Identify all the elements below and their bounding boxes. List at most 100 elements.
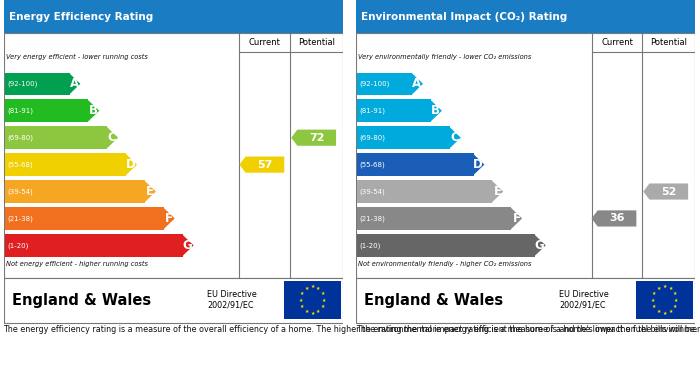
Polygon shape xyxy=(411,73,423,95)
Text: (39-54): (39-54) xyxy=(359,188,385,195)
Text: C: C xyxy=(450,131,459,144)
Polygon shape xyxy=(430,99,442,122)
Text: Energy Efficiency Rating: Energy Efficiency Rating xyxy=(8,12,153,22)
Text: Very energy efficient - lower running costs: Very energy efficient - lower running co… xyxy=(6,54,148,60)
FancyBboxPatch shape xyxy=(4,153,126,176)
FancyBboxPatch shape xyxy=(4,99,88,122)
Polygon shape xyxy=(144,180,156,203)
Text: F: F xyxy=(165,212,173,225)
Text: G: G xyxy=(534,239,544,252)
Polygon shape xyxy=(291,129,336,146)
Polygon shape xyxy=(69,73,81,95)
Text: ★: ★ xyxy=(657,286,661,291)
Text: ★: ★ xyxy=(673,291,677,296)
Text: The energy efficiency rating is a measure of the overall efficiency of a home. T: The energy efficiency rating is a measur… xyxy=(4,325,698,334)
Text: E: E xyxy=(146,185,154,198)
Text: E: E xyxy=(494,185,502,198)
FancyBboxPatch shape xyxy=(4,234,183,256)
FancyBboxPatch shape xyxy=(356,99,431,122)
Text: (55-68): (55-68) xyxy=(359,161,385,168)
Text: 72: 72 xyxy=(309,133,324,143)
Text: (69-80): (69-80) xyxy=(359,135,385,141)
Text: A: A xyxy=(412,77,421,90)
Text: F: F xyxy=(512,212,520,225)
Text: ★: ★ xyxy=(322,298,326,303)
Text: Current: Current xyxy=(249,38,281,47)
FancyBboxPatch shape xyxy=(356,180,493,203)
Text: ★: ★ xyxy=(652,304,657,309)
FancyBboxPatch shape xyxy=(4,180,145,203)
FancyBboxPatch shape xyxy=(636,281,694,319)
FancyBboxPatch shape xyxy=(4,0,343,33)
Text: ★: ★ xyxy=(657,309,661,314)
Text: (21-38): (21-38) xyxy=(7,215,33,222)
FancyBboxPatch shape xyxy=(356,0,695,33)
Text: ★: ★ xyxy=(673,304,677,309)
Text: Not energy efficient - higher running costs: Not energy efficient - higher running co… xyxy=(6,260,148,267)
FancyBboxPatch shape xyxy=(4,126,107,149)
FancyBboxPatch shape xyxy=(356,73,412,95)
FancyBboxPatch shape xyxy=(4,33,343,278)
Text: (92-100): (92-100) xyxy=(7,81,37,87)
Text: (69-80): (69-80) xyxy=(7,135,33,141)
FancyBboxPatch shape xyxy=(4,73,69,95)
FancyBboxPatch shape xyxy=(356,33,695,278)
Text: ★: ★ xyxy=(304,309,309,314)
FancyBboxPatch shape xyxy=(356,207,511,230)
FancyBboxPatch shape xyxy=(356,234,535,256)
Text: ★: ★ xyxy=(662,284,666,289)
Text: ★: ★ xyxy=(316,309,321,314)
Text: ★: ★ xyxy=(321,304,325,309)
Text: ★: ★ xyxy=(662,311,666,316)
Text: (55-68): (55-68) xyxy=(7,161,33,168)
Text: Potential: Potential xyxy=(650,38,687,47)
Polygon shape xyxy=(534,234,546,256)
Text: The environmental impact rating is a measure of a home's impact on the environme: The environmental impact rating is a mea… xyxy=(356,325,700,334)
Polygon shape xyxy=(449,126,461,149)
Polygon shape xyxy=(643,183,688,200)
Text: D: D xyxy=(473,158,483,171)
Text: ★: ★ xyxy=(668,309,673,314)
Text: (1-20): (1-20) xyxy=(7,242,28,249)
Text: ★: ★ xyxy=(668,286,673,291)
FancyBboxPatch shape xyxy=(356,278,695,323)
Polygon shape xyxy=(125,153,137,176)
Text: 52: 52 xyxy=(661,187,676,197)
Polygon shape xyxy=(106,126,118,149)
Text: ★: ★ xyxy=(652,291,657,296)
FancyBboxPatch shape xyxy=(4,278,343,323)
Text: ★: ★ xyxy=(300,304,304,309)
Polygon shape xyxy=(491,180,503,203)
Polygon shape xyxy=(473,153,484,176)
Polygon shape xyxy=(239,156,284,173)
FancyBboxPatch shape xyxy=(284,281,342,319)
Text: EU Directive
2002/91/EC: EU Directive 2002/91/EC xyxy=(559,291,609,310)
Polygon shape xyxy=(510,207,522,230)
Text: 36: 36 xyxy=(609,213,625,224)
Text: ★: ★ xyxy=(674,298,678,303)
Polygon shape xyxy=(88,99,99,122)
FancyBboxPatch shape xyxy=(356,153,474,176)
Text: ★: ★ xyxy=(304,286,309,291)
Text: (81-91): (81-91) xyxy=(7,108,33,114)
Text: (39-54): (39-54) xyxy=(7,188,33,195)
Text: B: B xyxy=(431,104,440,117)
Polygon shape xyxy=(163,207,175,230)
Text: England & Wales: England & Wales xyxy=(12,292,151,308)
Text: EU Directive
2002/91/EC: EU Directive 2002/91/EC xyxy=(207,291,257,310)
Text: D: D xyxy=(125,158,135,171)
Text: C: C xyxy=(108,131,116,144)
Text: A: A xyxy=(69,77,78,90)
Text: Not environmentally friendly - higher CO₂ emissions: Not environmentally friendly - higher CO… xyxy=(358,260,532,267)
Text: (81-91): (81-91) xyxy=(359,108,385,114)
Text: ★: ★ xyxy=(321,291,325,296)
Text: ★: ★ xyxy=(316,286,321,291)
Text: ★: ★ xyxy=(300,291,304,296)
Polygon shape xyxy=(182,234,194,256)
Text: (21-38): (21-38) xyxy=(359,215,385,222)
Text: ★: ★ xyxy=(310,311,314,316)
Polygon shape xyxy=(592,210,636,226)
Text: G: G xyxy=(182,239,192,252)
FancyBboxPatch shape xyxy=(356,126,450,149)
Text: Environmental Impact (CO₂) Rating: Environmental Impact (CO₂) Rating xyxy=(360,12,567,22)
